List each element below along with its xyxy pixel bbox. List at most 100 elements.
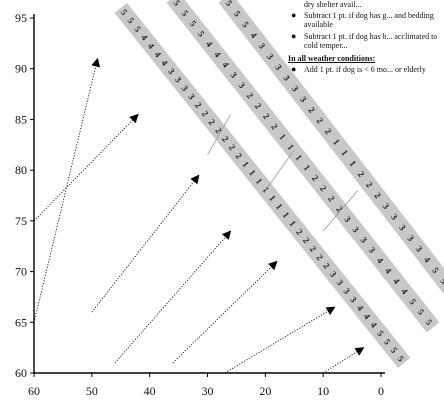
y-tick-label: 80 [15, 163, 27, 177]
band-digit: 2 [364, 180, 375, 190]
x-tick-label: 30 [202, 384, 214, 398]
band-digit: 1 [247, 168, 258, 178]
band-digit: 3 [414, 244, 425, 254]
band-digit: 1 [302, 163, 313, 173]
band-digit: 5 [438, 276, 444, 286]
list-item: ● Add 1 pt. if dog is < 6 mo... or elder… [288, 64, 444, 75]
band-digit: 4 [139, 33, 150, 43]
guide-line [322, 190, 359, 232]
band-digit: 5 [232, 9, 243, 19]
band-digit: 2 [356, 169, 367, 179]
band-digit: 2 [207, 117, 218, 127]
band-digit: 3 [298, 94, 309, 104]
bullet-dot-icon: ● [291, 64, 297, 74]
band-digit: 3 [273, 62, 284, 72]
arrow-line [91, 174, 200, 313]
x-tick-label: 20 [259, 384, 271, 398]
y-tick-label: 75 [15, 214, 27, 228]
band-digit: 2 [308, 244, 319, 254]
band-digit: 2 [213, 126, 224, 136]
band-digit: 4 [355, 303, 366, 313]
all-item-text: Add 1 pt. if dog is < 6 mo... or elderly [304, 65, 426, 74]
band-digit: 4 [204, 39, 215, 49]
band-3: 5554333333222111222333334555 [218, 0, 444, 302]
band-digit: 5 [240, 20, 251, 30]
band-digit: 5 [382, 337, 393, 347]
band-digit: 3 [335, 278, 346, 288]
arrow-line [172, 260, 278, 364]
band-digit: 4 [422, 255, 433, 265]
bullet-dot-icon: ● [291, 10, 297, 20]
band-digit: 3 [173, 75, 184, 85]
band-digit: 5 [416, 307, 427, 317]
band-digit: 1 [294, 153, 305, 163]
band-digit: 1 [254, 176, 265, 186]
band-digit: 2 [261, 111, 272, 121]
band-digit: 3 [342, 214, 353, 224]
band-digit: 1 [281, 210, 292, 220]
band-digit: 5 [126, 16, 137, 26]
band-digit: 5 [119, 7, 130, 17]
y-tick-label: 65 [15, 315, 27, 329]
band-digit: 3 [359, 235, 370, 245]
band-digit: 4 [391, 276, 402, 286]
band-digit: 5 [430, 265, 441, 275]
band-digit: 2 [200, 109, 211, 119]
x-tick-label: 0 [378, 384, 384, 398]
band-digit: 2 [310, 173, 321, 183]
band-digit: 1 [331, 137, 342, 147]
y-tick-label: 70 [15, 265, 27, 279]
band-digit: 1 [240, 159, 251, 169]
band-digit: 3 [237, 80, 248, 90]
y-tick-label: 85 [15, 112, 27, 126]
x-tick-label: 50 [86, 384, 98, 398]
band-fill [166, 0, 440, 333]
band-1: 5554444333322222221111111122222333344455… [114, 2, 411, 368]
band-digit: 4 [159, 58, 170, 68]
band-digit: 3 [367, 245, 378, 255]
band-digit: 5 [132, 24, 143, 34]
band-digit: 2 [245, 91, 256, 101]
band-digit: 1 [339, 148, 350, 158]
band-digit: 4 [248, 30, 259, 40]
band-digit: 2 [321, 261, 332, 271]
band-digit: 4 [153, 49, 164, 59]
band-digit: 4 [146, 41, 157, 51]
band-digit: 4 [212, 50, 223, 60]
band-digit: 5 [395, 354, 406, 364]
band-digit: 5 [188, 19, 199, 29]
band-digit: 1 [287, 219, 298, 229]
band-digit: 1 [285, 142, 296, 152]
band-digit: 3 [281, 73, 292, 83]
band-digit: 2 [234, 151, 245, 161]
band-digit: 2 [314, 252, 325, 262]
guides-layer [207, 114, 359, 232]
band-digit: 2 [193, 100, 204, 110]
wet-item-text: Subtract 1 pt. if dog has b... acclimate… [304, 32, 438, 50]
y-tick-label: 90 [15, 62, 27, 76]
all-conditions-heading: In all weather conditions: [288, 54, 376, 63]
band-digit: 2 [301, 235, 312, 245]
band-digit: 5 [424, 317, 435, 327]
band-digit: 5 [180, 8, 191, 18]
band-digit: 2 [253, 101, 264, 111]
band-digit: 2 [372, 191, 383, 201]
band-digit: 5 [224, 0, 235, 8]
band-digit: 1 [274, 202, 285, 212]
guide-line [265, 149, 295, 191]
list-item: ● Subtract 1 pt. if dog has b... acclima… [288, 32, 444, 51]
band-digit: 5 [172, 0, 183, 8]
band-digit: 4 [399, 286, 410, 296]
arrows-layer [33, 57, 365, 374]
band-digit: 3 [265, 52, 276, 62]
band-digit: 2 [227, 142, 238, 152]
notes-panel: dry shelter avail... ● Subtract 1 pt. if… [288, 0, 444, 77]
band-digit: 5 [407, 297, 418, 307]
band-fill [218, 0, 444, 302]
band-digit: 2 [306, 105, 317, 115]
arrow-line [33, 113, 139, 222]
band-digit: 1 [348, 159, 359, 169]
band-digit: 1 [277, 132, 288, 142]
band-digit: 3 [166, 66, 177, 76]
arrow-line [322, 347, 365, 374]
